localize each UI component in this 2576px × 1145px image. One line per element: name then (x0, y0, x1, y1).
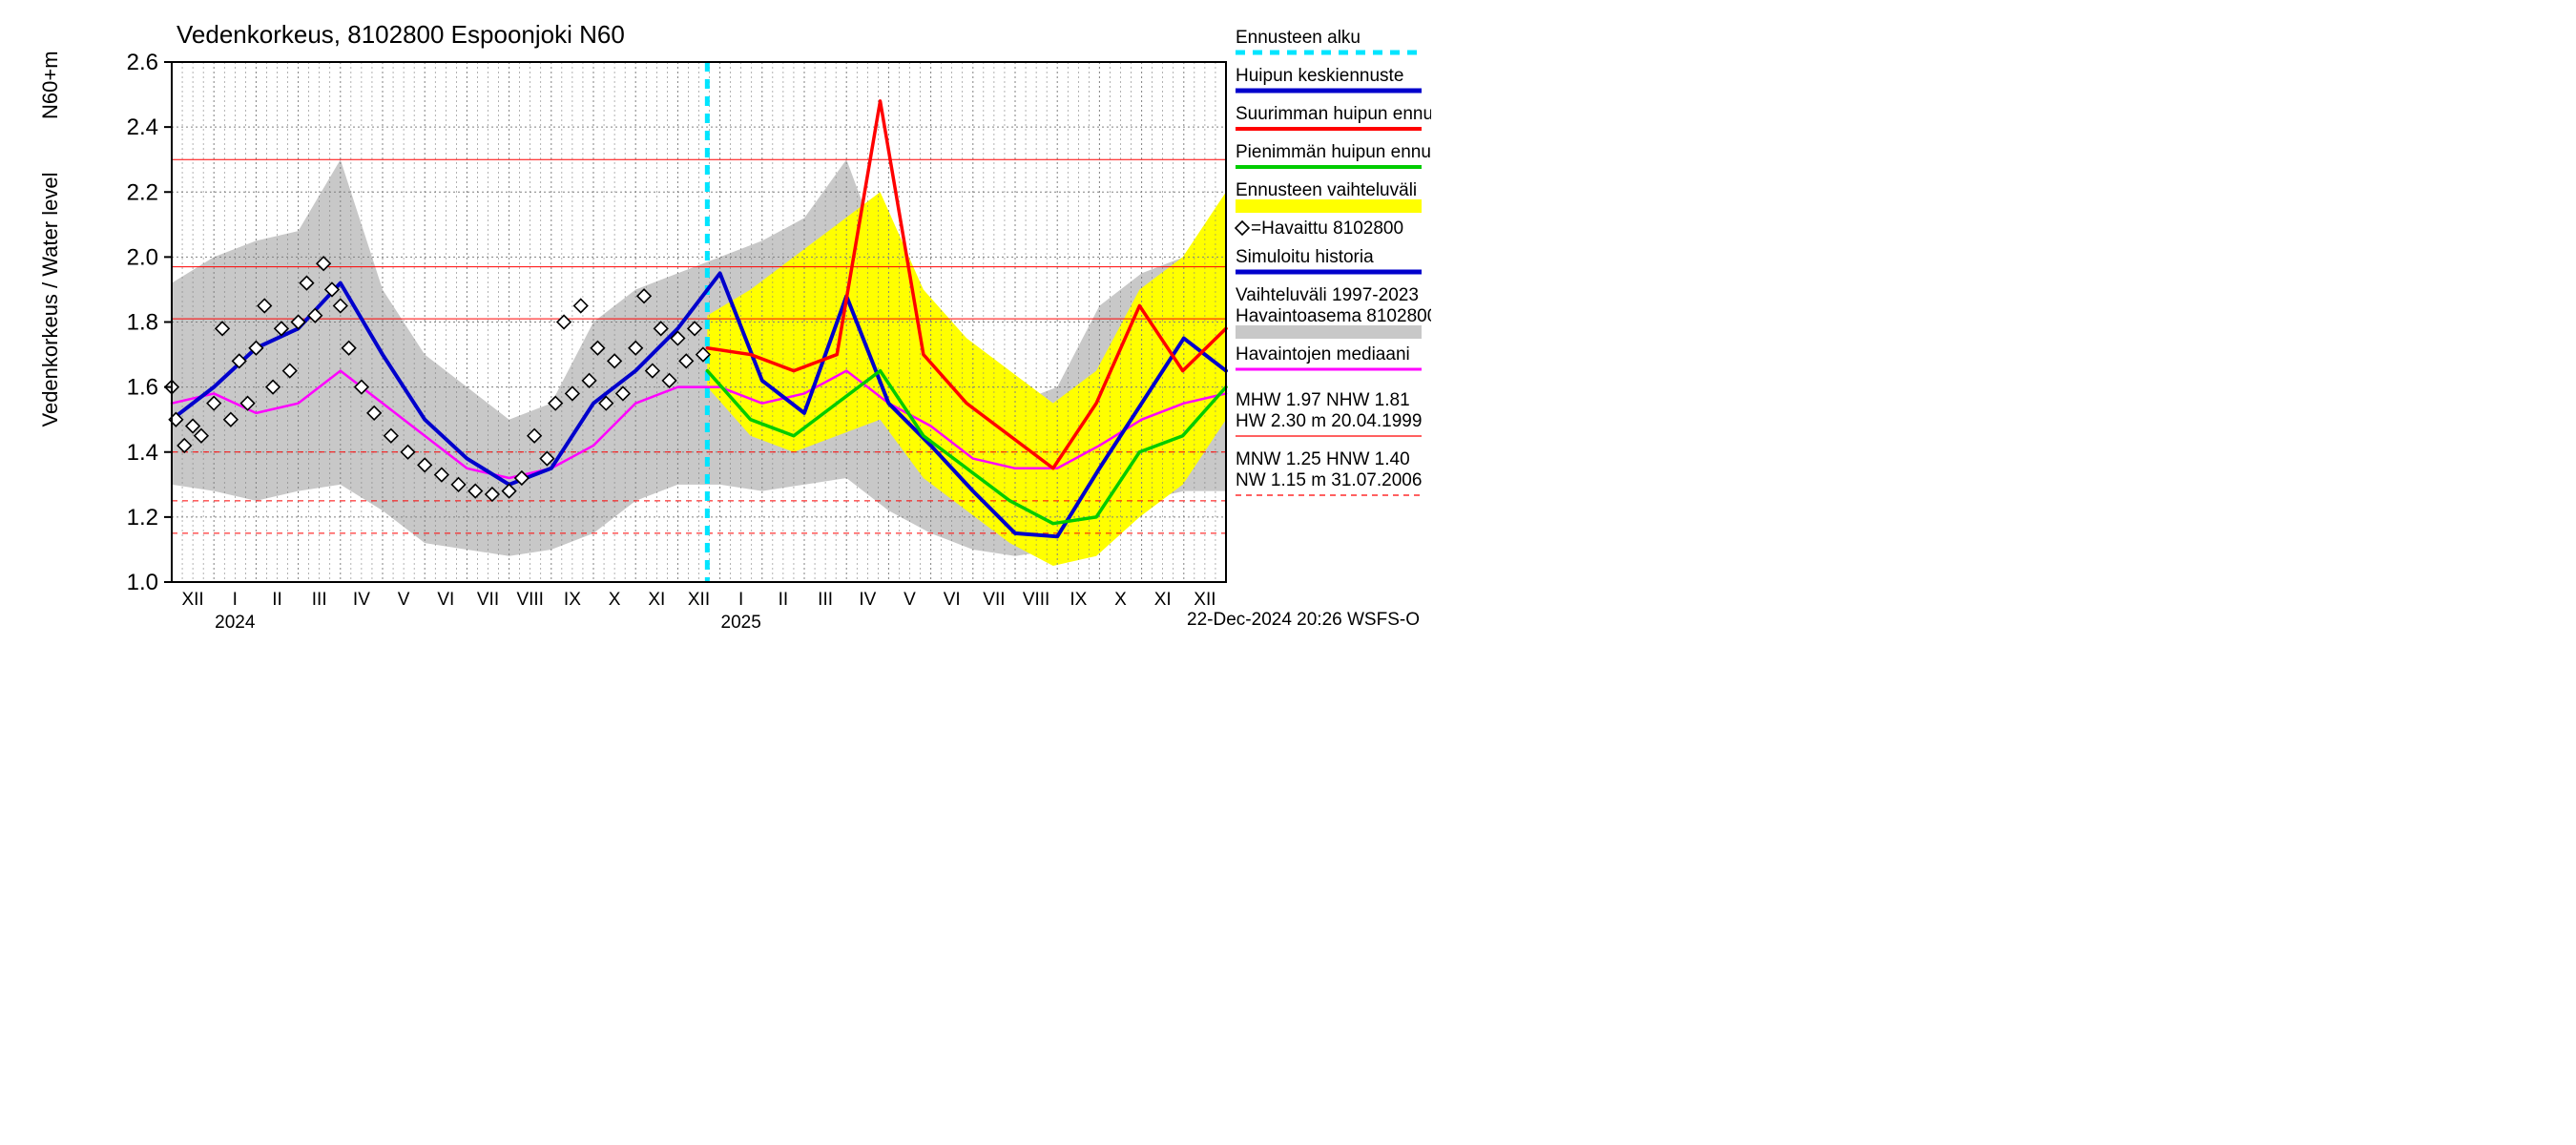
x-month-label: XII (1194, 590, 1215, 610)
x-month-label: XI (1154, 590, 1172, 610)
x-month-label: VII (477, 590, 499, 610)
x-month-label: VII (983, 590, 1005, 610)
x-month-label: V (398, 590, 410, 610)
x-month-label: VIII (1023, 590, 1050, 610)
y-axis-label-lower: Vedenkorkeus / Water level (38, 173, 62, 427)
legend-stat: NW 1.15 m 31.07.2006 (1236, 470, 1422, 490)
legend-label: Suurimman huipun ennuste (1236, 104, 1431, 124)
y-axis-label-upper: N60+m (38, 51, 62, 119)
y-tick-label: 2.2 (127, 179, 158, 205)
x-month-label: IV (859, 590, 876, 610)
footer-timestamp: 22-Dec-2024 20:26 WSFS-O (1187, 610, 1420, 630)
x-month-label: III (818, 590, 833, 610)
legend-stat: MHW 1.97 NHW 1.81 (1236, 390, 1410, 410)
x-year-label: 2025 (721, 613, 761, 633)
x-month-label: II (779, 590, 789, 610)
x-month-label: II (272, 590, 282, 610)
legend-label: Vaihteluväli 1997-2023 (1236, 285, 1419, 305)
legend-label: Ennusteen alku (1236, 28, 1361, 48)
x-month-label: X (609, 590, 621, 610)
y-tick-label: 2.0 (127, 244, 158, 270)
y-tick-label: 1.2 (127, 505, 158, 531)
x-month-label: VI (944, 590, 961, 610)
x-month-label: XII (688, 590, 710, 610)
y-tick-label: 2.4 (127, 114, 158, 140)
x-month-label: I (738, 590, 743, 610)
chart-container: 1.01.21.41.61.82.02.22.42.6XIIIIIIIIIVVV… (0, 0, 1431, 636)
y-tick-label: 2.6 (127, 50, 158, 75)
legend-label: =Havaittu 8102800 (1251, 219, 1403, 239)
y-tick-label: 1.4 (127, 440, 158, 466)
x-month-label: VIII (516, 590, 544, 610)
x-month-label: IX (564, 590, 581, 610)
x-month-label: IX (1070, 590, 1087, 610)
x-month-label: X (1114, 590, 1127, 610)
legend-label: Ennusteen vaihteluväli (1236, 180, 1417, 200)
legend-label: Huipun keskiennuste (1236, 66, 1403, 86)
y-tick-label: 1.0 (127, 570, 158, 595)
legend-label: Havaintojen mediaani (1236, 344, 1410, 364)
water-level-chart: 1.01.21.41.61.82.02.22.42.6XIIIIIIIIIVVV… (0, 0, 1431, 636)
chart-title: Vedenkorkeus, 8102800 Espoonjoki N60 (177, 20, 625, 49)
legend-stat: HW 2.30 m 20.04.1999 (1236, 411, 1422, 431)
y-tick-label: 1.6 (127, 375, 158, 401)
y-tick-label: 1.8 (127, 310, 158, 336)
x-month-label: III (312, 590, 327, 610)
legend-label: Havaintoasema 8102800 (1236, 306, 1431, 326)
legend-label: Pienimmän huipun ennuste (1236, 142, 1431, 162)
x-month-label: V (904, 590, 916, 610)
x-month-label: I (233, 590, 238, 610)
x-month-label: VI (437, 590, 454, 610)
x-month-label: XII (181, 590, 203, 610)
x-year-label: 2024 (215, 613, 256, 633)
x-month-label: IV (353, 590, 370, 610)
legend-stat: MNW 1.25 HNW 1.40 (1236, 449, 1410, 469)
x-month-label: XI (648, 590, 665, 610)
legend-label: Simuloitu historia (1236, 247, 1374, 267)
